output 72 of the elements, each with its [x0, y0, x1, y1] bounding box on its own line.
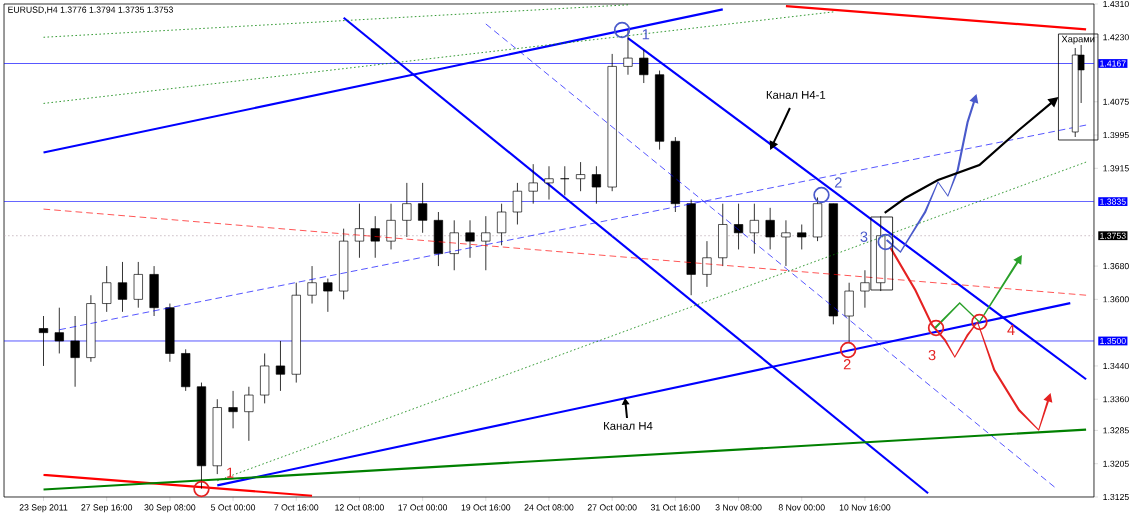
y-tick-label: 1.4075 [1103, 98, 1129, 105]
x-tick-label: 30 Sep 08:00 [144, 504, 196, 513]
x-tick-label: 31 Oct 16:00 [650, 504, 700, 511]
candlestick [386, 203, 396, 250]
y-tick-label: 1.3995 [1103, 131, 1129, 139]
candlestick [575, 161, 586, 192]
annotation: 3 [860, 231, 868, 242]
candlestick [307, 265, 317, 304]
candlestick [749, 203, 759, 255]
x-tick-label: 23 Sep 2011 [19, 504, 68, 513]
chart-title: EURUSD,H4 1.3776 1.3794 1.3735 1.3753 [8, 6, 173, 14]
y-tick-label: 1.3285 [1103, 427, 1129, 434]
y-tick-label: 1.3680 [1103, 263, 1129, 270]
candlestick [797, 224, 807, 250]
annotation: 2 [834, 177, 842, 188]
candlestick [402, 182, 412, 238]
x-tick-label: 27 Oct 00:00 [587, 504, 637, 511]
x-tick-label: 17 Oct 00:00 [398, 504, 448, 511]
x-tick-label: 27 Sep 16:00 [81, 504, 133, 513]
ref-line-label: 1.3753 [1100, 232, 1126, 239]
x-tick-label: 19 Oct 16:00 [461, 504, 511, 511]
candlestick [370, 215, 380, 259]
candlestick [228, 390, 238, 429]
candlestick [354, 203, 365, 259]
candlestick [323, 278, 333, 313]
y-tick-label: 1.3360 [1103, 396, 1129, 403]
candlestick [702, 240, 712, 288]
candlestick [38, 315, 49, 367]
candlestick [497, 203, 507, 246]
candlestick [481, 215, 491, 271]
annotation: Харами [1061, 35, 1095, 45]
candlestick [591, 165, 601, 205]
y-tick-label: 1.3440 [1103, 362, 1129, 369]
candlestick [623, 29, 633, 76]
candlestick [449, 219, 459, 271]
x-tick-label: 12 Oct 08:00 [335, 504, 384, 511]
x-tick-label: 3 Nov 08:00 [715, 504, 762, 511]
candlestick [244, 386, 254, 442]
x-tick-label: 8 Nov 00:00 [778, 504, 825, 511]
y-tick-label: 1.4230 [1103, 34, 1129, 41]
annotation: 1 [642, 29, 650, 40]
candlestick [544, 165, 554, 200]
candlestick [102, 265, 112, 313]
candlestick [54, 307, 64, 354]
y-tick-label: 1.3600 [1103, 296, 1129, 303]
annotation: 1 [227, 467, 234, 478]
candlestick [465, 219, 475, 259]
y-tick-label: 1.3915 [1103, 165, 1129, 172]
annotation: 2 [843, 359, 851, 370]
candlestick [275, 340, 286, 392]
annotation: 4 [1007, 324, 1015, 335]
annotation: Канал H4 [604, 422, 653, 430]
y-tick-label: 1.4310 [1103, 0, 1129, 8]
x-tick-label: 5 Oct 00:00 [211, 504, 256, 511]
candlestick [512, 182, 523, 225]
candlestick [70, 315, 80, 388]
x-tick-label: 10 Nov 16:00 [839, 504, 891, 511]
candlestick [781, 219, 791, 267]
ref-line-label: 1.3835 [1100, 198, 1126, 205]
y-tick-label: 1.3125 [1103, 493, 1129, 501]
candlestick [418, 182, 428, 234]
x-tick-label: 24 Oct 08:00 [524, 504, 574, 511]
candlestick [117, 261, 128, 313]
candlestick [528, 163, 538, 205]
candlestick [639, 49, 649, 84]
ref-line-label: 1.3500 [1100, 337, 1126, 345]
annotation: 3 [928, 349, 936, 361]
annotation: Канал H4-1 [766, 91, 826, 99]
x-tick-label: 7 Oct 16:00 [274, 504, 319, 511]
ref-line-label: 1.4167 [1100, 60, 1126, 67]
candlestick [765, 207, 775, 250]
y-tick-label: 1.3205 [1103, 460, 1129, 467]
